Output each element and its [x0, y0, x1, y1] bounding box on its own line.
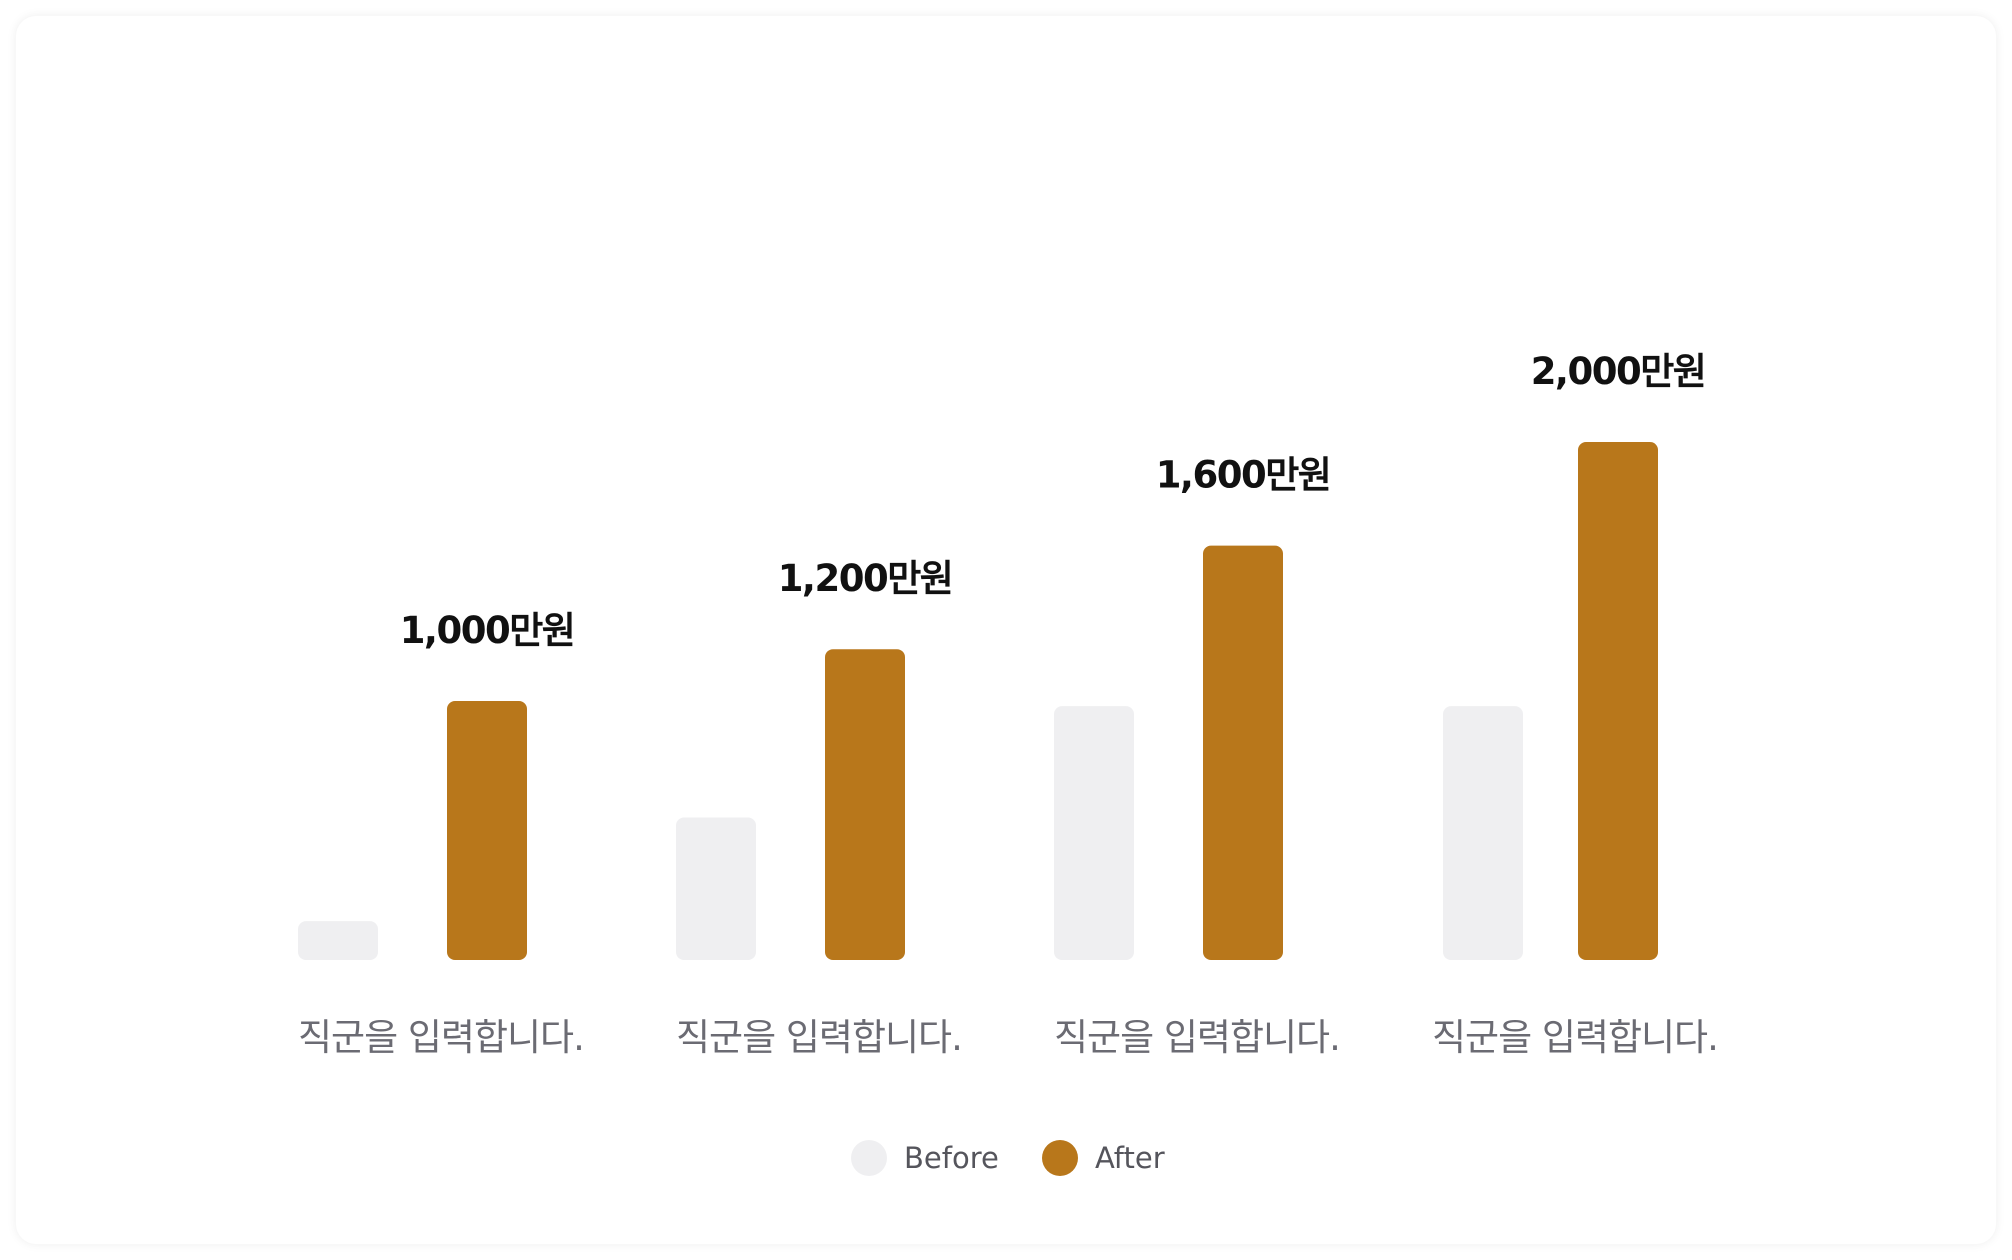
- category-label-4: 직군을 입력합니다.: [1432, 1016, 1718, 1059]
- category-label-1: 직군을 입력합니다.: [298, 1016, 584, 1059]
- bar-after-1: [447, 701, 527, 960]
- legend-after-label: After: [1095, 1141, 1165, 1175]
- chart-card: [16, 16, 1996, 1244]
- bar-after-2: [825, 649, 905, 960]
- bar-before-1: [298, 921, 378, 960]
- value-label-3: 1,600만원: [1156, 454, 1331, 497]
- bar-before-3: [1054, 706, 1134, 960]
- bar-after-3: [1203, 545, 1283, 960]
- bar-after-4: [1578, 442, 1658, 960]
- legend-before-label: Before: [904, 1141, 999, 1175]
- legend-before-swatch: [851, 1140, 887, 1176]
- bar-before-4: [1443, 706, 1523, 960]
- category-label-2: 직군을 입력합니다.: [676, 1016, 962, 1059]
- category-labels-group: 직군을 입력합니다. 직군을 입력합니다. 직군을 입력합니다. 직군을 입력합니다.: [298, 1016, 1719, 1059]
- bar-before-2: [676, 817, 756, 960]
- value-label-4: 2,000만원: [1531, 350, 1706, 393]
- legend-after-swatch: [1042, 1140, 1078, 1176]
- value-label-2: 1,200만원: [778, 557, 953, 600]
- value-labels-group: 1,000만원 1,200만원 1,600만원 2,000만원: [400, 350, 1707, 652]
- bars-group: [298, 442, 1658, 960]
- category-label-3: 직군을 입력합니다.: [1054, 1016, 1340, 1059]
- legend: Before After: [851, 1140, 1165, 1176]
- value-label-1: 1,000만원: [400, 609, 575, 652]
